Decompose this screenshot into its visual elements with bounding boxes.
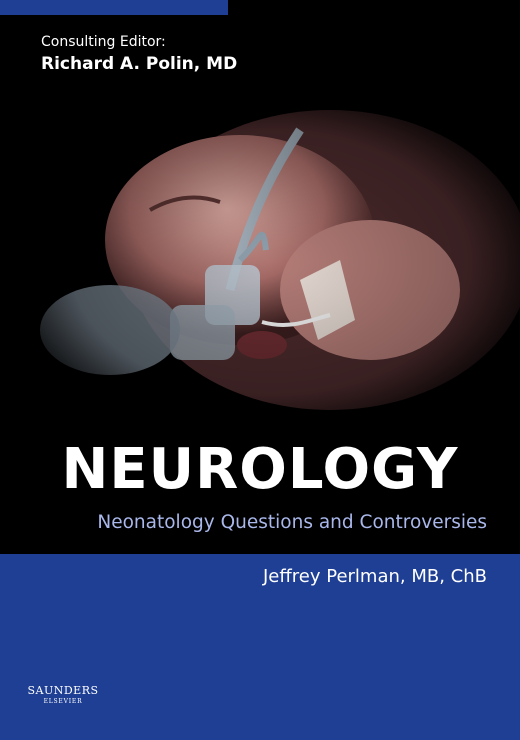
author-name: Jeffrey Perlman, MB, ChB [263, 566, 487, 587]
top-accent-bar [0, 0, 228, 15]
book-title: NEUROLOGY [61, 437, 459, 502]
bottom-blue-band [0, 554, 520, 740]
publisher-parent: ELSEVIER [43, 698, 83, 705]
consulting-editor-block: Consulting Editor: Richard A. Polin, MD [41, 33, 237, 75]
cover-photo-infant [0, 90, 520, 435]
consulting-editor-name: Richard A. Polin, MD [41, 54, 238, 74]
consulting-editor-label: Consulting Editor: [41, 34, 166, 50]
publisher-name: SAUNDERS [27, 684, 99, 697]
publisher-logo: SAUNDERS ELSEVIER [24, 685, 102, 706]
book-subtitle: Neonatology Questions and Controversies [97, 512, 487, 533]
